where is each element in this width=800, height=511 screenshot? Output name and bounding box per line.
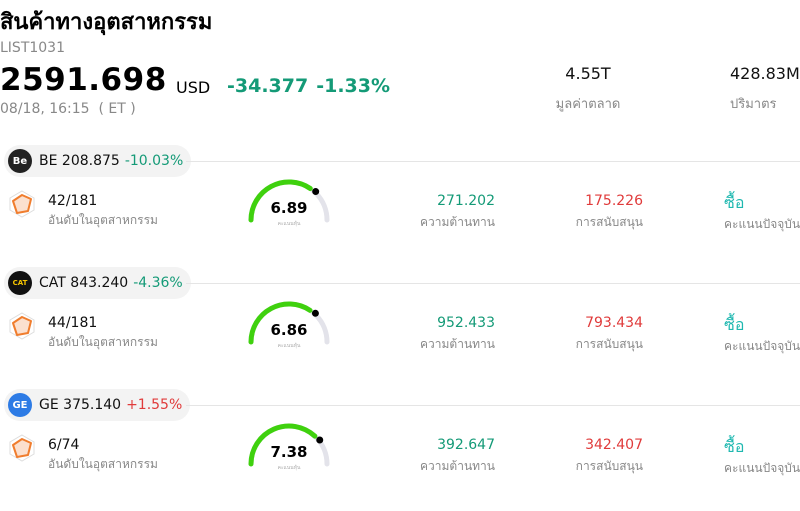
resistance-label: ความต้านทาน	[420, 337, 495, 351]
stock-price: 843.240	[70, 275, 129, 291]
support-label: การสนับสนุน	[575, 337, 643, 351]
industry-rank-label: อันดับในอุตสาหกรรม	[48, 457, 158, 471]
page-title: สินค้าทางอุตสาหกรรม	[0, 10, 213, 35]
industry-rank-label: อันดับในอุตสาหกรรม	[48, 213, 158, 227]
stock-ticker: BE	[39, 153, 58, 169]
index-change: -34.377 -1.33%	[227, 75, 390, 97]
market-cap-label: มูลค่าตลาด	[555, 97, 621, 112]
volume-value: 428.83M	[730, 64, 800, 83]
gauge-marker	[312, 188, 320, 196]
gauge-fill	[248, 179, 313, 223]
resistance-label: ความต้านทาน	[420, 459, 495, 473]
stock-card[interactable]: Be BE 208.875 -10.03% 42/181 อันดับในอุต…	[0, 145, 800, 267]
gauge-marker	[311, 309, 319, 317]
company-logo-icon: CAT	[8, 271, 32, 295]
timestamp: 08/18, 16:15 ( ET )	[0, 101, 136, 117]
score-gauge	[248, 179, 330, 223]
score-gauge	[248, 423, 330, 467]
current-rating-label: คะแนนปัจจุบัน	[724, 339, 800, 353]
section-divider	[186, 405, 800, 406]
stock-score: 6.86	[270, 321, 308, 339]
volume-label: ปริมาตร	[730, 97, 777, 112]
support-label: การสนับสนุน	[575, 459, 643, 473]
support-value: 175.226	[585, 193, 643, 209]
stock-change-percent: -10.03%	[124, 153, 184, 169]
stock-ticker: GE	[39, 397, 59, 413]
stock-score: 7.38	[270, 443, 308, 461]
rank-radar-icon	[9, 190, 35, 218]
index-change-value: -34.377	[227, 75, 309, 97]
index-code: LIST1031	[0, 40, 65, 56]
index-change-percent: -1.33%	[316, 75, 391, 97]
buy-rating-link[interactable]: ซื้อ	[724, 193, 745, 212]
section-divider	[186, 161, 800, 162]
resistance-value: 952.433	[437, 315, 495, 331]
support-value: 793.434	[585, 315, 643, 331]
company-logo-icon: Be	[8, 149, 32, 173]
stock-ticker: CAT	[39, 275, 66, 291]
stock-card[interactable]: CAT CAT 843.240 -4.36% 44/181 อันดับในอุ…	[0, 267, 800, 389]
stock-card[interactable]: GE GE 375.140 +1.55% 6/74 อันดับในอุตสาห…	[0, 389, 800, 511]
current-rating-label: คะแนนปัจจุบัน	[724, 461, 800, 475]
stock-score-caption: คะแนนหุ้น	[277, 221, 301, 227]
stock-score: 6.89	[270, 199, 308, 217]
stock-ticker-pill[interactable]: CAT CAT 843.240 -4.36%	[4, 267, 191, 299]
resistance-label: ความต้านทาน	[420, 215, 495, 229]
industry-rank: 44/181	[48, 315, 98, 331]
support-label: การสนับสนุน	[575, 215, 643, 229]
current-rating-label: คะแนนปัจจุบัน	[724, 217, 800, 231]
gauge-fill	[248, 423, 318, 467]
industry-rank: 42/181	[48, 193, 98, 209]
buy-rating-link[interactable]: ซื้อ	[724, 315, 745, 334]
stock-change-percent: -4.36%	[133, 275, 183, 291]
stock-price: 208.875	[61, 153, 120, 169]
score-gauge	[248, 301, 330, 345]
currency-label: USD	[176, 78, 211, 97]
buy-rating-link[interactable]: ซื้อ	[724, 437, 745, 456]
rank-radar-icon	[9, 312, 35, 340]
stock-score-caption: คะแนนหุ้น	[277, 343, 301, 349]
industry-rank: 6/74	[48, 437, 80, 453]
resistance-value: 392.647	[437, 437, 495, 453]
volume-stat: 428.83M ปริมาตร	[726, 64, 800, 114]
market-cap-stat: 4.55T มูลค่าตลาด	[538, 64, 638, 114]
resistance-value: 271.202	[437, 193, 495, 209]
section-divider	[186, 283, 800, 284]
stock-price: 375.140	[63, 397, 122, 413]
stock-ticker-pill[interactable]: GE GE 375.140 +1.55%	[4, 389, 191, 421]
stock-ticker-pill[interactable]: Be BE 208.875 -10.03%	[4, 145, 192, 177]
stock-score-caption: คะแนนหุ้น	[277, 465, 301, 471]
rank-radar-icon	[9, 434, 35, 462]
company-logo-icon: GE	[8, 393, 32, 417]
market-cap-value: 4.55T	[565, 64, 611, 83]
industry-rank-label: อันดับในอุตสาหกรรม	[48, 335, 158, 349]
gauge-marker	[316, 436, 324, 444]
index-price: 2591.698	[0, 62, 167, 98]
stock-change-percent: +1.55%	[126, 397, 183, 413]
gauge-fill	[248, 301, 313, 345]
support-value: 342.407	[585, 437, 643, 453]
